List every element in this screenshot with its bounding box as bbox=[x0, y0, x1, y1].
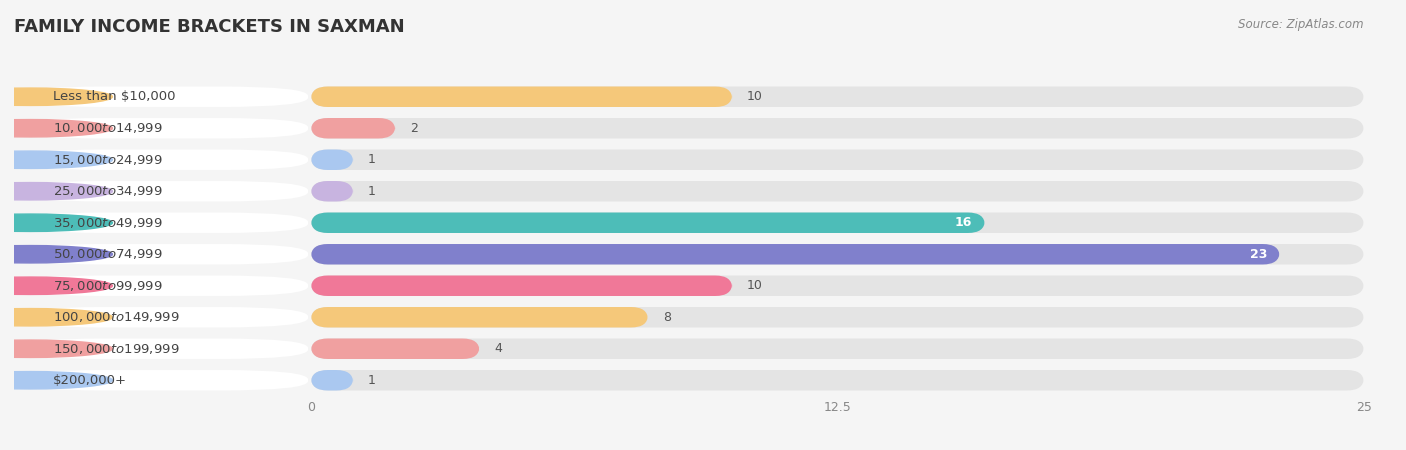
FancyBboxPatch shape bbox=[311, 118, 395, 139]
FancyBboxPatch shape bbox=[17, 149, 308, 170]
FancyBboxPatch shape bbox=[311, 181, 1364, 202]
Text: $200,000+: $200,000+ bbox=[52, 374, 127, 387]
Circle shape bbox=[0, 183, 112, 200]
Text: 1: 1 bbox=[368, 185, 375, 198]
Circle shape bbox=[0, 340, 112, 357]
Circle shape bbox=[0, 214, 112, 231]
FancyBboxPatch shape bbox=[311, 275, 733, 296]
FancyBboxPatch shape bbox=[311, 212, 1364, 233]
FancyBboxPatch shape bbox=[17, 212, 308, 233]
Text: 4: 4 bbox=[494, 342, 502, 355]
FancyBboxPatch shape bbox=[311, 149, 353, 170]
FancyBboxPatch shape bbox=[17, 370, 308, 391]
Circle shape bbox=[0, 372, 112, 389]
Text: FAMILY INCOME BRACKETS IN SAXMAN: FAMILY INCOME BRACKETS IN SAXMAN bbox=[14, 18, 405, 36]
Circle shape bbox=[0, 309, 112, 326]
FancyBboxPatch shape bbox=[311, 338, 479, 359]
Text: Less than $10,000: Less than $10,000 bbox=[52, 90, 176, 103]
Text: 8: 8 bbox=[662, 311, 671, 324]
Text: $50,000 to $74,999: $50,000 to $74,999 bbox=[52, 247, 162, 261]
FancyBboxPatch shape bbox=[17, 275, 308, 296]
Text: $150,000 to $199,999: $150,000 to $199,999 bbox=[52, 342, 179, 356]
FancyBboxPatch shape bbox=[17, 244, 308, 265]
Text: Source: ZipAtlas.com: Source: ZipAtlas.com bbox=[1239, 18, 1364, 31]
Text: $35,000 to $49,999: $35,000 to $49,999 bbox=[52, 216, 162, 230]
FancyBboxPatch shape bbox=[17, 338, 308, 359]
Text: $10,000 to $14,999: $10,000 to $14,999 bbox=[52, 121, 162, 135]
FancyBboxPatch shape bbox=[311, 307, 1364, 328]
FancyBboxPatch shape bbox=[311, 275, 1364, 296]
Text: 1: 1 bbox=[368, 374, 375, 387]
FancyBboxPatch shape bbox=[311, 212, 984, 233]
FancyBboxPatch shape bbox=[311, 149, 1364, 170]
FancyBboxPatch shape bbox=[17, 181, 308, 202]
Text: 10: 10 bbox=[747, 90, 762, 103]
Text: 1: 1 bbox=[368, 153, 375, 166]
Text: $100,000 to $149,999: $100,000 to $149,999 bbox=[52, 310, 179, 324]
FancyBboxPatch shape bbox=[311, 86, 1364, 107]
Text: 23: 23 bbox=[1250, 248, 1267, 261]
Circle shape bbox=[0, 120, 112, 137]
Text: $15,000 to $24,999: $15,000 to $24,999 bbox=[52, 153, 162, 167]
Text: $75,000 to $99,999: $75,000 to $99,999 bbox=[52, 279, 162, 293]
Text: $25,000 to $34,999: $25,000 to $34,999 bbox=[52, 184, 162, 198]
FancyBboxPatch shape bbox=[311, 370, 353, 391]
Circle shape bbox=[0, 246, 112, 263]
FancyBboxPatch shape bbox=[311, 307, 648, 328]
FancyBboxPatch shape bbox=[311, 244, 1364, 265]
FancyBboxPatch shape bbox=[17, 307, 308, 328]
Circle shape bbox=[0, 151, 112, 168]
FancyBboxPatch shape bbox=[311, 118, 1364, 139]
FancyBboxPatch shape bbox=[311, 370, 1364, 391]
Circle shape bbox=[0, 277, 112, 294]
Text: 2: 2 bbox=[411, 122, 418, 135]
Circle shape bbox=[0, 88, 112, 105]
FancyBboxPatch shape bbox=[311, 181, 353, 202]
FancyBboxPatch shape bbox=[311, 244, 1279, 265]
Text: 16: 16 bbox=[955, 216, 972, 229]
FancyBboxPatch shape bbox=[311, 86, 733, 107]
FancyBboxPatch shape bbox=[17, 118, 308, 139]
FancyBboxPatch shape bbox=[311, 338, 1364, 359]
FancyBboxPatch shape bbox=[17, 86, 308, 107]
Text: 10: 10 bbox=[747, 279, 762, 292]
